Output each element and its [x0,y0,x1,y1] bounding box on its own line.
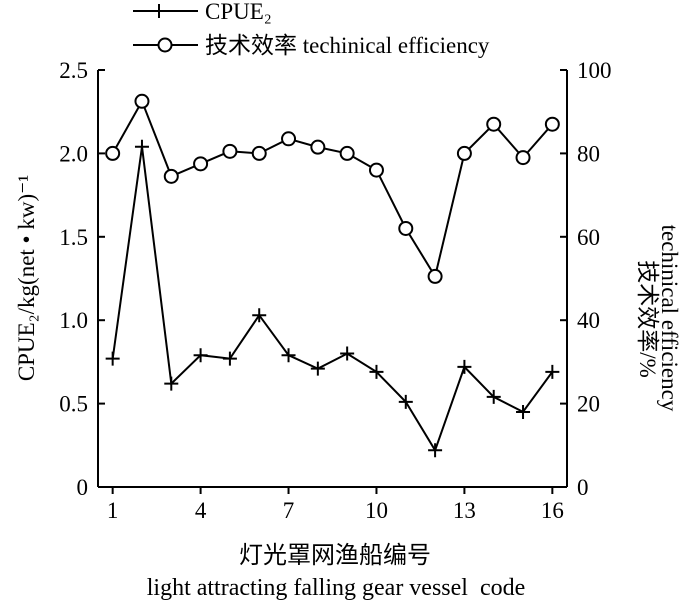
cpue-point [369,364,384,379]
cpue-point [545,364,560,379]
x-tick-label: 16 [541,498,564,523]
left-y-ticks: 0 0.5 1.0 1.5 2.0 2.5 [59,58,105,500]
cpue-point [252,308,267,323]
axes: 0 0.5 1.0 1.5 2.0 2.5 0 20 40 60 80 100 1 4 7 10 13 16 [59,58,611,523]
legend-label-efficiency: 技术效率 techinical efficiency [205,33,490,58]
legend-label-cpue: CPUE₂ [205,0,272,24]
efficiency-point [544,116,560,132]
x-tick-label: 7 [283,498,295,523]
right-y-tick-label: 20 [577,392,600,417]
cpue-point [428,443,443,458]
efficiency-point [486,116,502,132]
left-y-tick-label: 1.5 [59,225,88,250]
right-y-ticks: 0 20 40 60 80 100 [560,58,612,500]
series-layer [105,93,560,458]
efficiency-point [427,268,443,284]
x-tick-label: 13 [453,498,476,523]
cpue-point [340,346,355,361]
efficiency-point [134,93,150,109]
left-y-tick-label: 0 [77,475,89,500]
cpue-point [281,348,296,363]
left-y-tick-label: 1.0 [59,308,88,333]
cpue-point [222,351,237,366]
efficiency-point [339,145,355,161]
efficiency-series-line [111,98,554,279]
x-ticks: 1 4 7 10 13 16 [107,487,564,523]
efficiency-point [398,220,414,236]
cpue-point [457,359,472,374]
cpue-point [164,376,179,391]
x-axis-label-en: light attracting falling gear vessel cod… [147,575,526,601]
legend: CPUE₂ 技术效率 techinical efficiency [133,0,490,58]
x-tick-label: 1 [107,498,119,523]
efficiency-point [281,131,297,147]
left-y-tick-label: 2.5 [59,58,88,83]
efficiency-point [515,150,531,166]
cpue-point [134,139,149,154]
efficiency-point [456,145,472,161]
efficiency-point [251,145,267,161]
cpue-point [398,394,413,409]
right-y-tick-label: 60 [577,225,600,250]
cpue-series-line [111,146,554,453]
efficiency-point [163,168,179,184]
right-y-tick-label: 0 [577,475,589,500]
cpue-point [486,389,501,404]
efficiency-point [368,162,384,178]
cpue-point [310,361,325,376]
efficiency-point [105,145,121,161]
efficiency-point [222,143,238,159]
x-tick-label: 4 [195,498,207,523]
efficiency-point [193,156,209,172]
y-axis-right-label-en: techinical efficiency [657,225,682,412]
right-y-tick-label: 100 [577,58,612,83]
efficiency-point [310,139,326,155]
left-y-tick-label: 2.0 [59,141,88,166]
x-axis-label-cn: 灯光罩网渔船编号 [239,542,431,569]
left-y-tick-label: 0.5 [59,392,88,417]
right-y-tick-label: 40 [577,308,600,333]
cpue-point [193,348,208,363]
cpue-point [105,351,120,366]
y-axis-right-label-cn: 技术效率/% [635,260,660,378]
y-axis-left-label: CPUE₂/kg(net • kw)⁻¹ [14,175,39,381]
legend-marker-circle [157,37,173,53]
cpue-point [516,404,531,419]
x-tick-label: 10 [365,498,388,523]
right-y-tick-label: 80 [577,141,600,166]
legend-marker-plus [152,4,166,18]
